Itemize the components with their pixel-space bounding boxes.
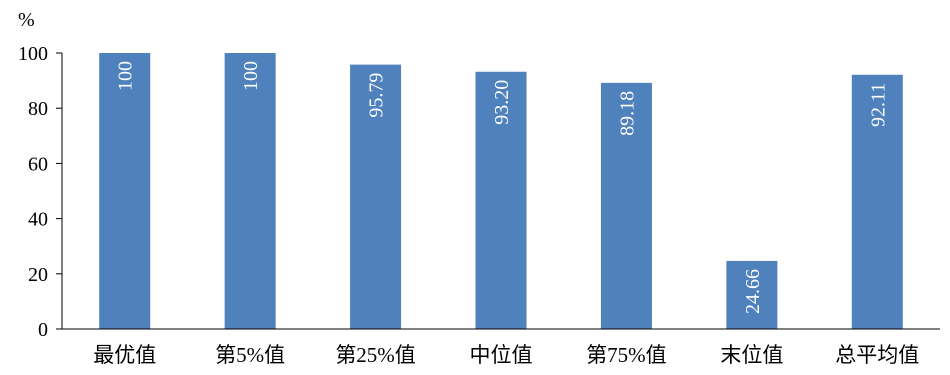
y-tick-label: 0 (38, 319, 48, 341)
bar (600, 82, 652, 330)
y-axis-ticks: 0 20 40 60 80 100 (18, 43, 62, 341)
data-label: 92.11 (867, 83, 889, 127)
y-tick-label: 20 (28, 264, 48, 286)
x-category-label: 总平均值 (835, 343, 919, 367)
y-tick-label: 40 (28, 209, 48, 231)
x-category-label: 末位值 (720, 343, 783, 367)
bar (726, 260, 778, 329)
x-category-label: 第75%值 (586, 343, 667, 367)
data-labels: 100 100 95.79 93.20 89.18 24.66 92.11 (115, 61, 890, 314)
x-axis-labels: 最优值 第5%值 第25%值 中位值 第75%值 末位值 总平均值 (93, 343, 919, 367)
axes (61, 53, 940, 330)
bar (350, 64, 402, 329)
data-label: 24.66 (742, 269, 764, 314)
bar (475, 71, 527, 329)
data-label: 93.20 (491, 80, 513, 125)
x-category-label: 第5%值 (215, 343, 285, 367)
y-axis-unit-label: % (18, 9, 35, 31)
bar-series (99, 53, 903, 330)
data-label: 100 (240, 61, 262, 91)
x-category-label: 中位值 (470, 343, 533, 367)
x-category-label: 第25%值 (335, 343, 416, 367)
data-label: 89.18 (616, 91, 638, 136)
data-label: 100 (115, 61, 137, 91)
bar (851, 74, 903, 329)
x-category-label: 最优值 (93, 343, 156, 367)
bar (224, 53, 276, 329)
y-tick-label: 60 (28, 153, 48, 175)
y-tick-label: 100 (18, 43, 48, 65)
data-label: 95.79 (366, 73, 388, 118)
bar (99, 53, 151, 329)
y-tick-label: 80 (28, 98, 48, 120)
